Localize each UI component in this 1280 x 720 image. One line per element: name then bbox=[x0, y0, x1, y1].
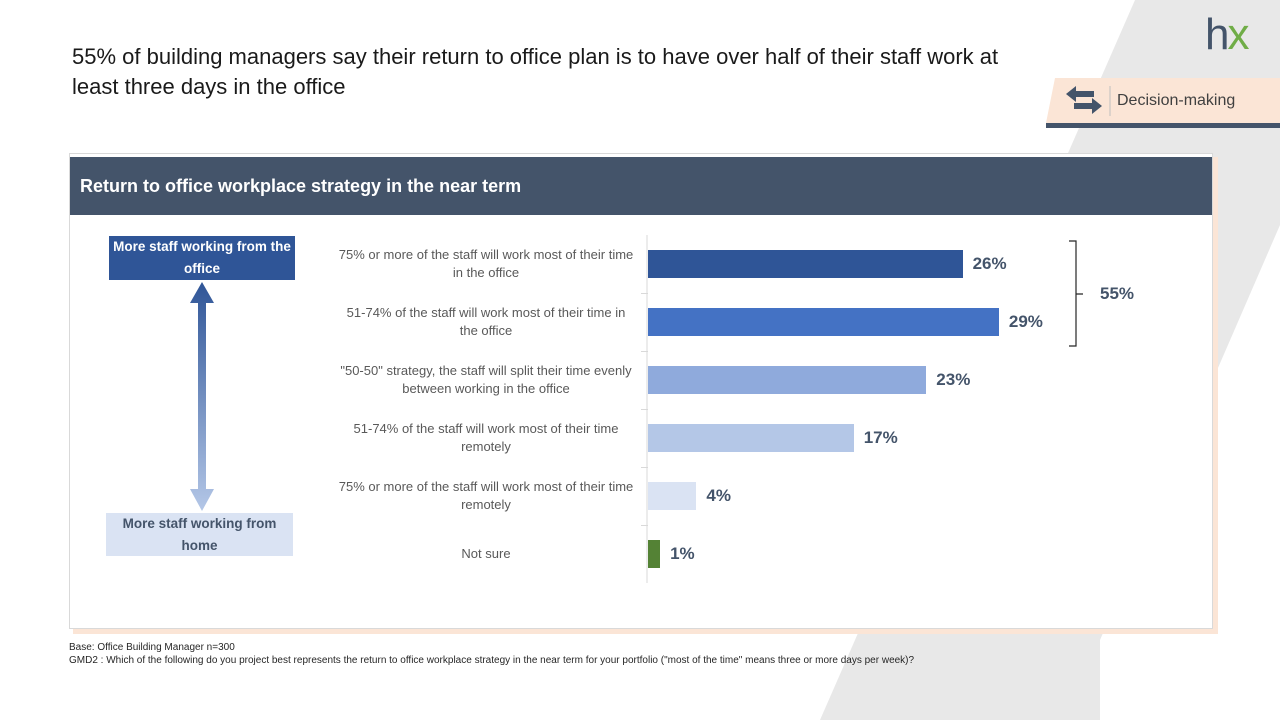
badge-label: Decision-making bbox=[1117, 92, 1236, 109]
category-separator bbox=[641, 409, 648, 410]
bar bbox=[648, 250, 963, 278]
top-label: More staff working from the office bbox=[109, 236, 295, 280]
value-label: 17% bbox=[863, 428, 898, 447]
bar bbox=[648, 540, 661, 568]
bar bbox=[648, 308, 999, 336]
bottom-label: More staff working from home bbox=[106, 513, 293, 556]
value-label: 29% bbox=[1008, 312, 1043, 331]
value-label: 1% bbox=[670, 544, 695, 563]
category-separator bbox=[641, 525, 648, 526]
bar bbox=[648, 424, 854, 452]
panel bbox=[69, 153, 1213, 629]
category-separator bbox=[641, 467, 648, 468]
slide-title: 55% of building managers say their retur… bbox=[72, 44, 999, 99]
category-label: "50-50" strategy, the staff will split t… bbox=[340, 363, 632, 396]
badge-underline bbox=[1046, 123, 1280, 128]
bar bbox=[648, 366, 927, 394]
direction-arrow bbox=[190, 282, 214, 511]
value-label: 4% bbox=[706, 486, 731, 505]
category-label: 75% or more of the staff will work most … bbox=[338, 247, 634, 280]
chart-title: Return to office workplace strategy in t… bbox=[80, 176, 522, 196]
logo-x: x bbox=[1227, 10, 1249, 59]
bracket-label: 55% bbox=[1100, 284, 1135, 303]
bar bbox=[648, 482, 697, 510]
category-label: 75% or more of the staff will work most … bbox=[338, 479, 634, 512]
category-separator bbox=[641, 293, 648, 294]
category-label: Not sure bbox=[461, 546, 511, 561]
badge-bg bbox=[1046, 78, 1280, 123]
bracket bbox=[1069, 240, 1083, 347]
value-label: 26% bbox=[972, 254, 1007, 273]
value-label: 23% bbox=[936, 370, 971, 389]
category-label: 51-74% of the staff will work most of th… bbox=[353, 421, 619, 454]
footnote: Base: Office Building Manager n=300 bbox=[69, 642, 235, 653]
panel-header bbox=[70, 157, 1212, 215]
footnote: GMD2 : Which of the following do you pro… bbox=[69, 655, 915, 666]
logo: hx bbox=[1205, 10, 1249, 60]
category-separator bbox=[641, 351, 648, 352]
category-label: 51-74% of the staff will work most of th… bbox=[346, 305, 626, 338]
badge-icon bbox=[1066, 86, 1102, 114]
logo-h: h bbox=[1205, 10, 1230, 59]
